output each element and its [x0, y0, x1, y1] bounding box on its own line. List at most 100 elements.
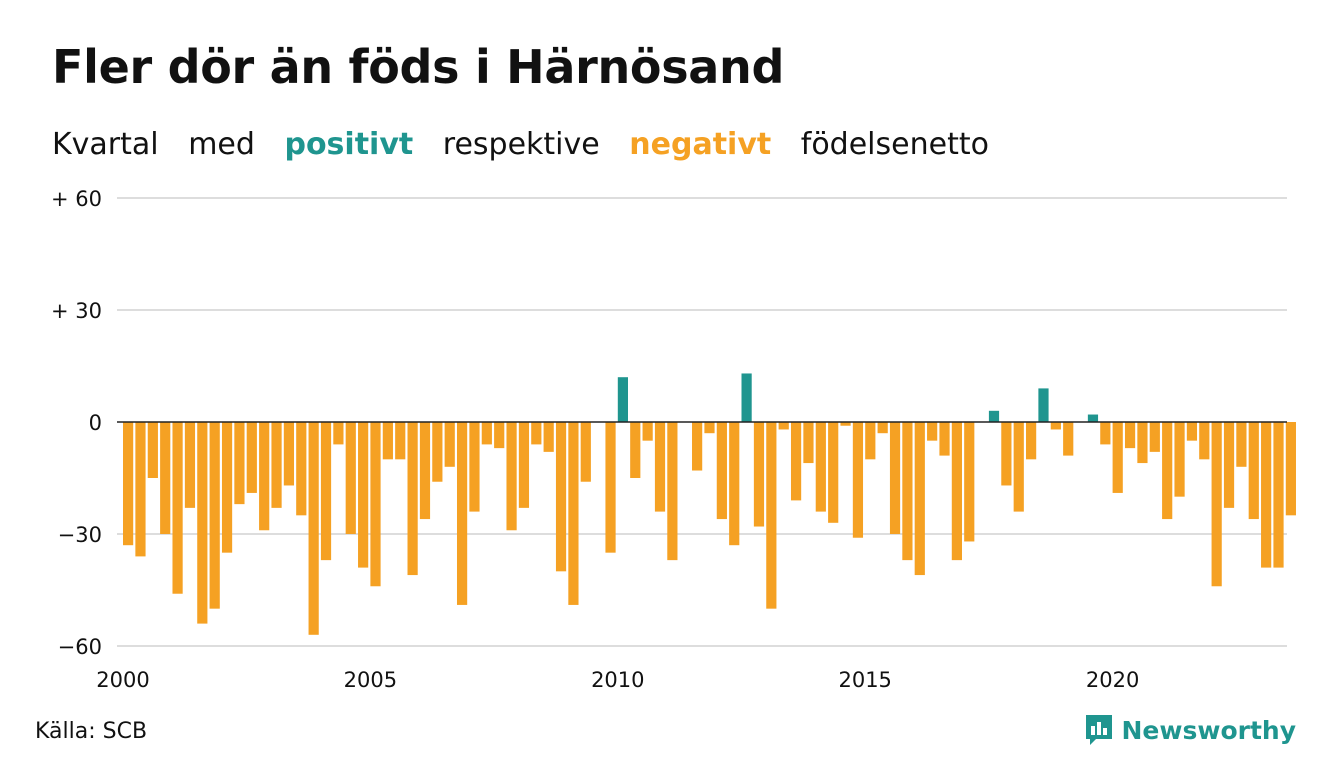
bar: [1211, 422, 1222, 587]
bar: [914, 422, 925, 576]
bar: [296, 422, 307, 516]
bar: [877, 422, 888, 434]
bar: [630, 422, 641, 478]
y-tick-label: + 30: [51, 299, 102, 323]
x-tick-label: 2015: [838, 668, 891, 692]
brand-name: Newsworthy: [1121, 715, 1297, 745]
bar: [1223, 422, 1235, 508]
bar: [345, 422, 356, 534]
bar: [234, 422, 245, 505]
bar: [1013, 422, 1024, 512]
bar: [1236, 422, 1247, 467]
y-tick-label: + 60: [51, 187, 102, 211]
bar: [778, 422, 789, 430]
y-tick-label: −60: [58, 635, 102, 659]
bar: [1137, 422, 1148, 464]
bar: [951, 422, 962, 561]
bar: [419, 422, 431, 520]
y-tick-label: −30: [58, 523, 102, 547]
bar: [1001, 422, 1012, 486]
brand-logo: Newsworthy: [1084, 713, 1297, 747]
x-tick-label: 2010: [591, 668, 644, 692]
bar: [1087, 414, 1099, 422]
x-tick-label: 2020: [1086, 668, 1139, 692]
bar: [543, 422, 554, 452]
bar: [642, 422, 653, 441]
bar: [828, 422, 839, 523]
bar: [358, 422, 369, 568]
bar: [518, 422, 530, 508]
bar: [555, 422, 567, 572]
bar: [481, 422, 492, 445]
bar: [1063, 422, 1074, 456]
bar: [1124, 422, 1136, 449]
bar: [456, 422, 468, 605]
subtitle-word-respektive: respektive: [442, 127, 600, 162]
bar: [1149, 422, 1160, 452]
source-note: Källa: SCB: [35, 719, 148, 744]
bar: [716, 422, 727, 520]
bar: [184, 422, 196, 508]
bar: [741, 373, 752, 422]
bar: [271, 422, 282, 508]
subtitle-word-med: med: [188, 127, 255, 162]
bar: [333, 422, 344, 445]
bar: [1112, 422, 1123, 493]
bar: [1273, 422, 1284, 568]
bar: [209, 422, 220, 609]
bar: [667, 422, 678, 561]
bar: [865, 422, 876, 460]
bar: [1261, 422, 1272, 568]
subtitle-word-kvartal: Kvartal: [52, 127, 159, 162]
bar: [1248, 422, 1259, 520]
bar: [395, 422, 406, 460]
bar: [1038, 388, 1049, 422]
bar: [259, 422, 270, 531]
x-tick-label: 2005: [344, 668, 397, 692]
bar: [617, 377, 628, 422]
bar: [444, 422, 455, 467]
bar: [840, 422, 851, 426]
bar: [246, 422, 257, 493]
bar: [1050, 422, 1061, 430]
bar: [605, 422, 616, 553]
bar: [1285, 422, 1296, 516]
y-tick-label: 0: [89, 411, 102, 435]
bar: [1174, 422, 1185, 497]
bar: [1199, 422, 1210, 460]
bar: [654, 422, 666, 512]
bar: [815, 422, 826, 512]
bar: [692, 422, 703, 471]
bar: [753, 422, 765, 527]
newsworthy-logo-icon: [1085, 715, 1112, 745]
bar: [172, 422, 183, 594]
bar: [1026, 422, 1037, 460]
bar: [370, 422, 381, 587]
bar: [1100, 422, 1111, 445]
bar: [927, 422, 938, 441]
bar: [432, 422, 443, 482]
bar: [1162, 422, 1173, 520]
bar: [1186, 422, 1198, 441]
bar: [580, 422, 591, 482]
bar: [147, 422, 158, 478]
bar: [469, 422, 480, 512]
bar: [506, 422, 517, 531]
bar: [531, 422, 542, 445]
bar: [803, 422, 814, 464]
bar: [382, 422, 393, 460]
bar: [704, 422, 715, 434]
bar: [197, 422, 208, 624]
bar: [308, 422, 319, 635]
chart-subtitle: Kvartal med positivt respektive negativt…: [52, 127, 1009, 162]
chart-title: Fler dör än föds i Härnösand: [52, 40, 785, 94]
bar: [790, 422, 802, 501]
bar: [123, 422, 134, 546]
x-tick-label: 2000: [96, 668, 149, 692]
bar: [902, 422, 913, 561]
bar: [320, 422, 332, 561]
subtitle-word-fodelsenetto: födelsenetto: [800, 127, 989, 162]
bar: [988, 410, 1000, 422]
bar: [568, 422, 579, 605]
